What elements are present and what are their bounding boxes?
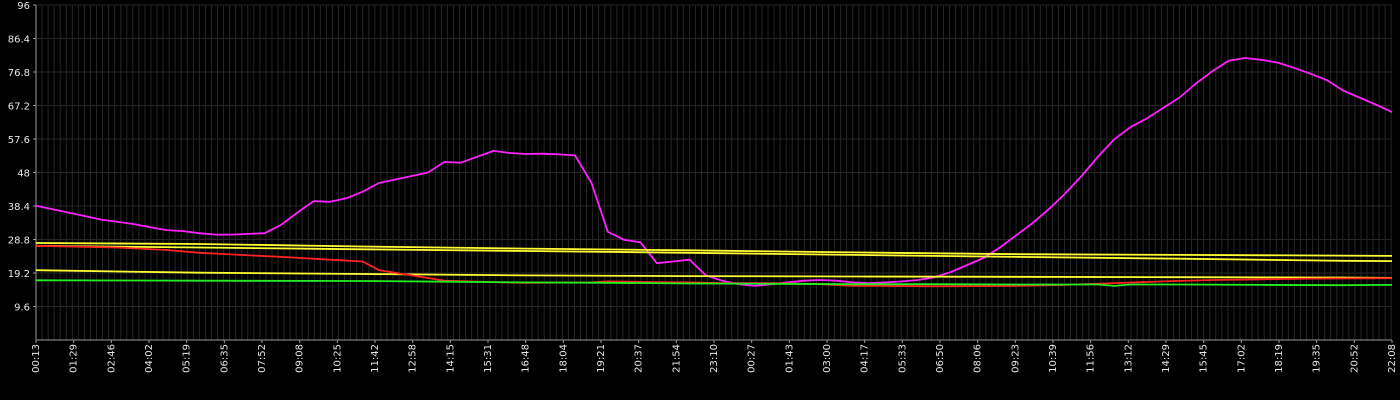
- y-tick-label: 9.6: [14, 303, 30, 314]
- x-tick-label: 19:21: [596, 344, 607, 373]
- x-tick-label: 01:29: [69, 344, 80, 373]
- x-tick-label: 18:04: [558, 344, 569, 373]
- x-tick-label: 06:50: [935, 344, 946, 373]
- x-tick-label: 01:43: [784, 344, 795, 373]
- x-tick-label: 20:37: [634, 344, 645, 373]
- series-lines: [35, 57, 1393, 288]
- x-tick-label: 00:13: [31, 344, 42, 373]
- series-line-3: [35, 244, 1393, 262]
- x-tick-label: 13:12: [1123, 344, 1134, 373]
- x-tick-label: 18:19: [1274, 344, 1285, 373]
- x-tick-label: 14:15: [445, 344, 456, 373]
- x-tick-label: 11:42: [370, 344, 381, 373]
- x-tick-label: 09:23: [1010, 344, 1021, 373]
- x-tick-label: 04:17: [860, 344, 871, 373]
- x-tick-label: 12:58: [408, 344, 419, 373]
- series-line-5: [35, 244, 1393, 288]
- y-tick-label: 28.8: [8, 236, 30, 247]
- x-tick-label: 07:52: [257, 344, 268, 373]
- x-tick-label: 10:39: [1048, 344, 1059, 373]
- x-tick-label: 21:54: [671, 344, 682, 373]
- x-tick-label: 14:29: [1161, 344, 1172, 373]
- y-tick-label: 48: [17, 169, 30, 180]
- x-axis-labels: 00:13 01:29 02:46 04:02 05:19 06:35 07:52 09:08…: [31, 340, 1398, 373]
- y-tick-label: 86.4: [8, 35, 30, 46]
- x-tick-label: 15:45: [1199, 344, 1210, 373]
- x-tick-label: 06:35: [219, 344, 230, 373]
- series-line-4: [35, 269, 1393, 279]
- y-tick-label: 96: [17, 1, 30, 12]
- x-tick-label: 08:06: [973, 344, 984, 373]
- x-tick-label: 22:08: [1387, 344, 1398, 373]
- y-tick-label: 67.2: [8, 102, 30, 113]
- x-tick-label: 10:25: [332, 344, 343, 373]
- y-tick-label: 76.8: [8, 68, 30, 79]
- x-tick-label: 20:52: [1349, 344, 1360, 373]
- x-tick-label: 05:33: [897, 344, 908, 373]
- y-tick-label: 38.4: [8, 202, 30, 213]
- x-tick-label: 19:35: [1312, 344, 1323, 373]
- y-axis-labels: 96 86.4 76.8 67.2 57.6 48 38.4 28.8 19.2 9.6: [8, 1, 30, 314]
- x-tick-label: 17:02: [1236, 344, 1247, 373]
- x-tick-label: 09:08: [295, 344, 306, 373]
- x-tick-label: 03:00: [822, 344, 833, 373]
- y-tick-label: 57.6: [8, 135, 30, 146]
- x-tick-label: 23:10: [709, 344, 720, 373]
- x-tick-label: 16:48: [521, 344, 532, 373]
- x-tick-label: 11:56: [1086, 344, 1097, 373]
- x-tick-label: 04:02: [144, 344, 155, 373]
- x-tick-label: 02:46: [106, 344, 117, 373]
- series-line-6: [35, 279, 1393, 287]
- y-tick-label: 19.2: [8, 269, 30, 280]
- horizontal-grid: [33, 4, 1392, 307]
- x-tick-label: 05:19: [182, 344, 193, 373]
- series-line-2: [35, 242, 1393, 257]
- x-tick-label: 00:27: [747, 344, 758, 373]
- x-tick-label: 15:31: [483, 344, 494, 373]
